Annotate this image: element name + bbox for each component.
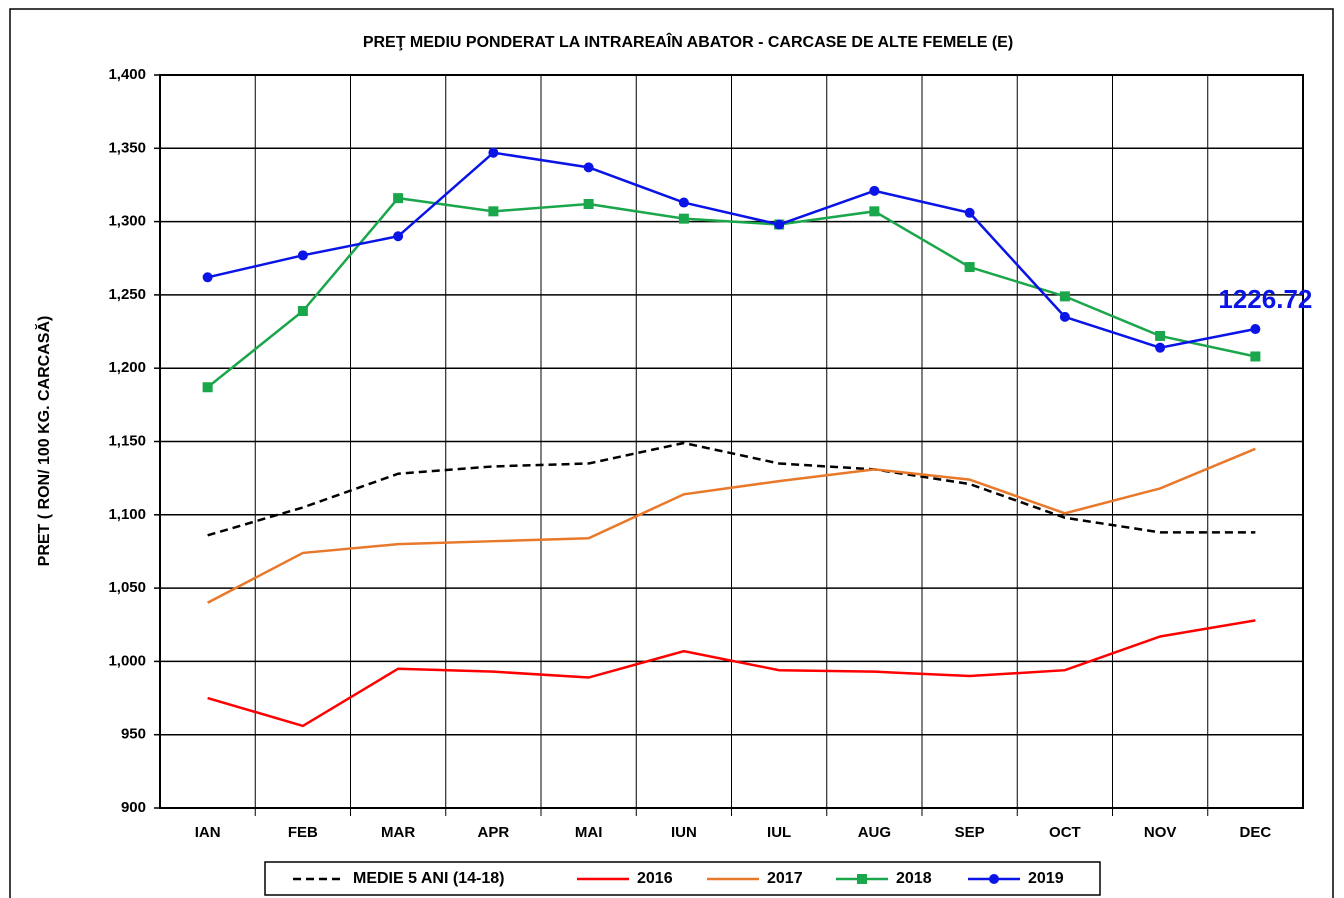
- x-tick-label: MAR: [381, 824, 415, 841]
- y-tick-label: 1,400: [108, 66, 146, 83]
- point: [583, 162, 594, 173]
- legend-label: 2018: [896, 870, 932, 887]
- point: [678, 213, 689, 224]
- legend-label: 2016: [637, 870, 673, 887]
- legend-label: 2019: [1028, 870, 1064, 887]
- point: [297, 250, 308, 261]
- x-tick-label: AUG: [858, 824, 891, 841]
- series-line: [207, 619, 1256, 728]
- y-tick-label: 900: [121, 799, 146, 816]
- series-line: [207, 447, 1256, 604]
- point: [1250, 351, 1261, 362]
- y-tick-label: 950: [121, 726, 146, 743]
- y-tick-label: 1,050: [108, 579, 146, 596]
- x-tick-label: FEB: [288, 824, 318, 841]
- point: [393, 231, 404, 242]
- x-tick-label: APR: [478, 824, 510, 841]
- legend-label: 2017: [767, 870, 803, 887]
- data-label: 1226.72: [1218, 284, 1312, 314]
- point: [393, 193, 404, 204]
- point: [1155, 330, 1166, 341]
- point: [869, 185, 880, 196]
- x-tick-label: SEP: [955, 824, 985, 841]
- series-line: [206, 196, 1256, 389]
- x-tick-label: NOV: [1144, 824, 1177, 841]
- point: [488, 147, 499, 158]
- point: [964, 207, 975, 218]
- series-line: [207, 151, 1256, 349]
- point: [678, 197, 689, 208]
- y-tick-label: 1,000: [108, 652, 146, 669]
- x-tick-label: DEC: [1240, 824, 1272, 841]
- legend-box: [264, 861, 1101, 896]
- series-line: [207, 441, 1256, 537]
- point: [1250, 324, 1261, 335]
- point: [488, 206, 499, 217]
- plot-border: [159, 74, 1304, 809]
- y-tick-label: 1,250: [108, 286, 146, 303]
- y-axis-label: PRET ( RON/ 100 KG. CARCASĂ): [34, 316, 53, 567]
- x-tick-label: MAI: [575, 824, 603, 841]
- point: [1059, 291, 1070, 302]
- point: [297, 306, 308, 317]
- x-tick-label: IAN: [195, 824, 221, 841]
- y-tick-label: 1,150: [108, 432, 146, 449]
- point: [583, 199, 594, 210]
- x-tick-label: OCT: [1049, 824, 1081, 841]
- legend-marker: [857, 874, 867, 884]
- y-tick-label: 1,200: [108, 359, 146, 376]
- legend-marker: [989, 874, 999, 884]
- legend-label: MEDIE 5 ANI (14-18): [353, 870, 504, 887]
- point: [774, 219, 785, 230]
- x-tick-label: IUN: [671, 824, 697, 841]
- y-tick-label: 1,350: [108, 139, 146, 156]
- point: [202, 272, 213, 283]
- y-tick-label: 1,300: [108, 213, 146, 230]
- frame: [9, 8, 1334, 898]
- point: [1059, 311, 1070, 322]
- chart-title: PREŢ MEDIU PONDERAT LA INTRAREAÎN ABATOR…: [363, 32, 1013, 51]
- point: [869, 206, 880, 217]
- y-tick-label: 1,100: [108, 506, 146, 523]
- x-tick-label: IUL: [767, 824, 791, 841]
- point: [964, 262, 975, 273]
- point: [1155, 342, 1166, 353]
- point: [202, 382, 213, 393]
